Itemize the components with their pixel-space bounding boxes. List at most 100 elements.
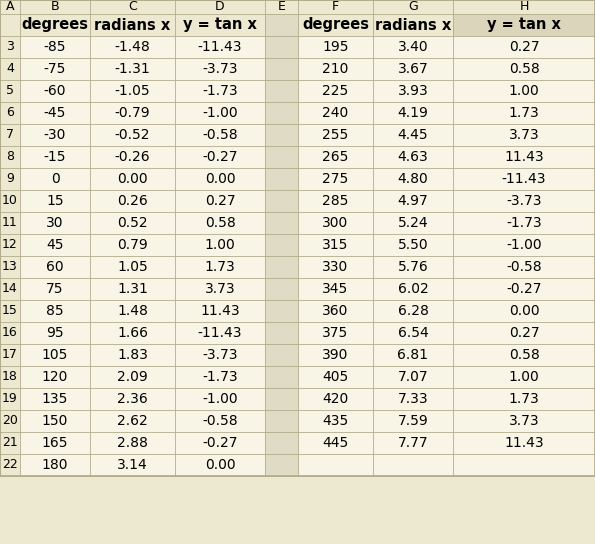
Bar [265,124,298,146]
Text: degrees: degrees [21,17,89,33]
Text: 17: 17 [2,349,18,362]
Text: 11.43: 11.43 [504,436,544,450]
Bar [20,14,90,36]
Text: 7.07: 7.07 [397,370,428,384]
Bar [0,410,20,432]
Text: 0.58: 0.58 [509,348,540,362]
Bar [373,454,453,476]
Text: 7.59: 7.59 [397,414,428,428]
Bar [175,0,265,14]
Bar [298,256,373,278]
Bar [90,80,175,102]
Text: 60: 60 [46,260,64,274]
Bar [20,256,90,278]
Text: 13: 13 [2,261,18,274]
Bar [373,410,453,432]
Text: 4.63: 4.63 [397,150,428,164]
Bar [20,0,90,14]
Bar [265,0,298,14]
Bar [298,234,373,256]
Text: 345: 345 [322,282,349,296]
Bar [0,366,20,388]
Bar [298,454,373,476]
Bar [20,102,90,124]
Bar [20,168,90,190]
Text: 1.73: 1.73 [205,260,236,274]
Text: 45: 45 [46,238,64,252]
Bar [20,410,90,432]
Text: 240: 240 [322,106,349,120]
Text: 6.81: 6.81 [397,348,428,362]
Text: -0.58: -0.58 [202,128,238,142]
Text: 6: 6 [6,107,14,120]
Text: -1.73: -1.73 [506,216,542,230]
Bar [265,212,298,234]
Bar [90,124,175,146]
Text: 15: 15 [2,305,18,318]
Text: 0.52: 0.52 [117,216,148,230]
Bar [0,0,20,14]
Bar [373,432,453,454]
Text: 135: 135 [42,392,68,406]
Bar [298,36,373,58]
Bar [0,58,20,80]
Text: 0.00: 0.00 [117,172,148,186]
Text: 20: 20 [2,415,18,428]
Bar [20,124,90,146]
Bar [90,410,175,432]
Text: H: H [519,1,529,14]
Bar [373,344,453,366]
Bar [373,36,453,58]
Text: 375: 375 [322,326,349,340]
Bar [265,234,298,256]
Text: -1.05: -1.05 [115,84,151,98]
Bar [175,278,265,300]
Text: 275: 275 [322,172,349,186]
Text: -11.43: -11.43 [198,326,242,340]
Bar [298,80,373,102]
Bar [175,388,265,410]
Bar [90,102,175,124]
Text: 360: 360 [322,304,349,318]
Bar [90,36,175,58]
Bar [0,102,20,124]
Bar [373,80,453,102]
Bar [453,14,595,36]
Text: -0.27: -0.27 [506,282,542,296]
Bar [265,388,298,410]
Bar [0,212,20,234]
Text: radians x: radians x [375,17,451,33]
Bar [175,168,265,190]
Text: 1.66: 1.66 [117,326,148,340]
Bar [265,278,298,300]
Text: 3.93: 3.93 [397,84,428,98]
Text: -0.27: -0.27 [202,150,238,164]
Text: -1.73: -1.73 [202,370,238,384]
Bar [298,190,373,212]
Bar [175,212,265,234]
Text: -0.79: -0.79 [115,106,151,120]
Text: 0.00: 0.00 [205,172,235,186]
Bar [373,14,453,36]
Bar [20,300,90,322]
Bar [373,190,453,212]
Bar [0,454,20,476]
Text: 10: 10 [2,195,18,207]
Text: 7.33: 7.33 [397,392,428,406]
Text: 0.27: 0.27 [205,194,235,208]
Text: 0.58: 0.58 [509,62,540,76]
Bar [298,322,373,344]
Bar [175,124,265,146]
Text: 0.27: 0.27 [509,326,539,340]
Bar [20,366,90,388]
Bar [0,0,595,476]
Text: -1.00: -1.00 [202,392,238,406]
Text: 6.54: 6.54 [397,326,428,340]
Bar [453,36,595,58]
Text: 9: 9 [6,172,14,186]
Bar [90,190,175,212]
Bar [265,300,298,322]
Bar [373,278,453,300]
Bar [265,58,298,80]
Bar [90,168,175,190]
